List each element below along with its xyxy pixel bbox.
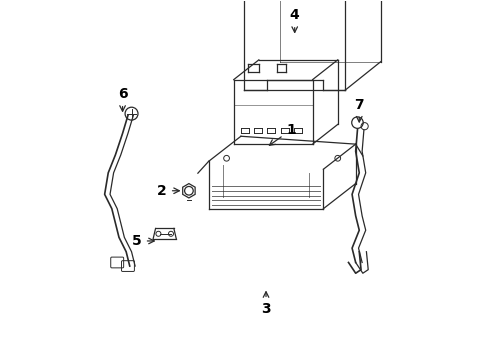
Text: 3: 3 [261, 292, 270, 316]
Text: 4: 4 [289, 8, 299, 32]
Text: 1: 1 [269, 123, 295, 145]
Text: 5: 5 [132, 234, 154, 248]
Text: 6: 6 [118, 87, 127, 111]
Text: 7: 7 [354, 98, 364, 122]
Text: 2: 2 [157, 184, 179, 198]
